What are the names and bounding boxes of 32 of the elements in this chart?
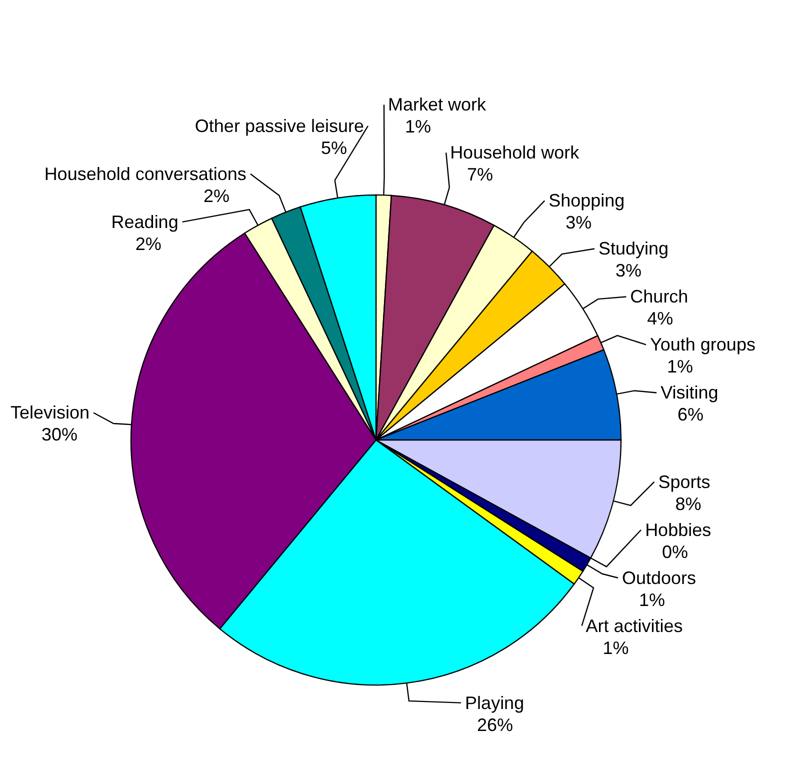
slice-label: Reading bbox=[111, 212, 178, 232]
data-label: 3% bbox=[566, 212, 592, 233]
data-label: 1% bbox=[667, 356, 694, 377]
data-label: 8% bbox=[675, 494, 702, 514]
data-label: 6% bbox=[678, 404, 704, 425]
data-label: 1% bbox=[404, 116, 432, 137]
slice-label: Market work bbox=[388, 94, 488, 115]
data-label: 3% bbox=[615, 260, 642, 281]
data-label: 1% bbox=[638, 590, 665, 610]
slice-label: Television bbox=[10, 402, 90, 423]
data-label: 5% bbox=[320, 138, 348, 158]
slice-label: Shopping bbox=[548, 190, 625, 211]
slice-label: Youth groups bbox=[650, 334, 756, 355]
slice-label: Household conversations bbox=[44, 164, 246, 184]
data-label: 30% bbox=[42, 424, 78, 445]
text: 0% bbox=[662, 542, 688, 562]
data-label: 4% bbox=[647, 308, 674, 329]
data-label: 26% bbox=[477, 714, 514, 735]
data-label: 2% bbox=[135, 234, 162, 254]
category-label: Hobbies bbox=[645, 520, 712, 540]
slice-label: Visiting bbox=[660, 382, 718, 403]
slice-label: Other passive leisure bbox=[194, 116, 364, 136]
slice-label: Art activities bbox=[586, 616, 683, 636]
data-label: 2% bbox=[203, 186, 230, 206]
data-label: 1% bbox=[602, 638, 629, 658]
slice-label: Studying bbox=[598, 238, 669, 259]
slice-label: Sports bbox=[658, 472, 710, 492]
slice-label: Household work bbox=[450, 142, 580, 163]
slice-label: Playing bbox=[465, 692, 524, 713]
slice-label: Church bbox=[630, 286, 688, 307]
legend-label: Outdoors bbox=[622, 568, 696, 588]
data-label: 7% bbox=[467, 164, 494, 185]
